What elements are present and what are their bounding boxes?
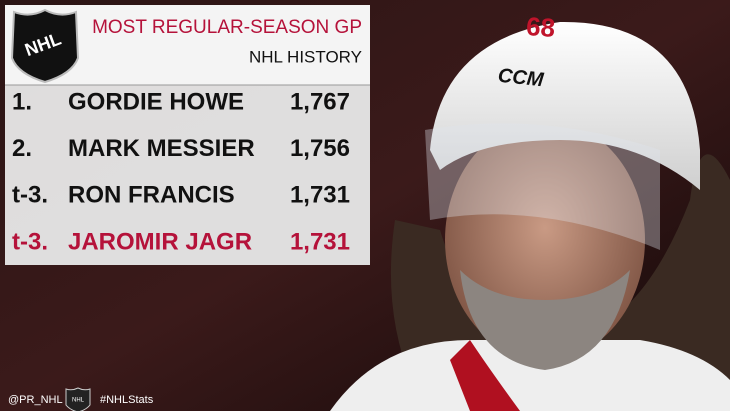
player-name: MARK MESSIER	[68, 135, 255, 162]
rank: t-3.	[12, 228, 48, 255]
title: MOST REGULAR-SEASON GP	[92, 17, 362, 38]
player-photo: 68 CCM	[330, 11, 730, 411]
jersey-number: 68	[525, 11, 556, 43]
table-row: t-3. RON FRANCIS 1,731	[12, 182, 350, 209]
table: 1. GORDIE HOWE 1,767 2. MARK MESSIER 1,756 t-3…	[12, 88, 350, 255]
rank: t-3.	[12, 182, 48, 209]
helmet-brand: CCM	[497, 65, 546, 92]
games-played: 1,731	[290, 228, 350, 255]
player-name: JAROMIR JAGR	[68, 228, 252, 255]
table-panel	[5, 85, 370, 265]
handle: @PR_NHL	[8, 394, 63, 406]
player-name: GORDIE HOWE	[68, 88, 244, 115]
footer-logo: NHL	[65, 387, 91, 411]
table-row: 2. MARK MESSIER 1,756	[12, 135, 350, 162]
nhl-logo: NHL	[10, 8, 80, 84]
table-row: 1. GORDIE HOWE 1,767	[12, 88, 350, 115]
table-row: t-3. JAROMIR JAGR 1,731	[12, 228, 350, 255]
games-played: 1,756	[290, 135, 350, 162]
rank: 2.	[12, 135, 32, 162]
games-played: 1,767	[290, 88, 350, 115]
rank: 1.	[12, 88, 32, 115]
player-name: RON FRANCIS	[68, 182, 235, 209]
subtitle: NHL HISTORY	[249, 47, 362, 66]
hashtag: #NHLStats	[100, 394, 154, 406]
footer-logo-text: NHL	[72, 398, 85, 404]
games-played: 1,731	[290, 182, 350, 209]
